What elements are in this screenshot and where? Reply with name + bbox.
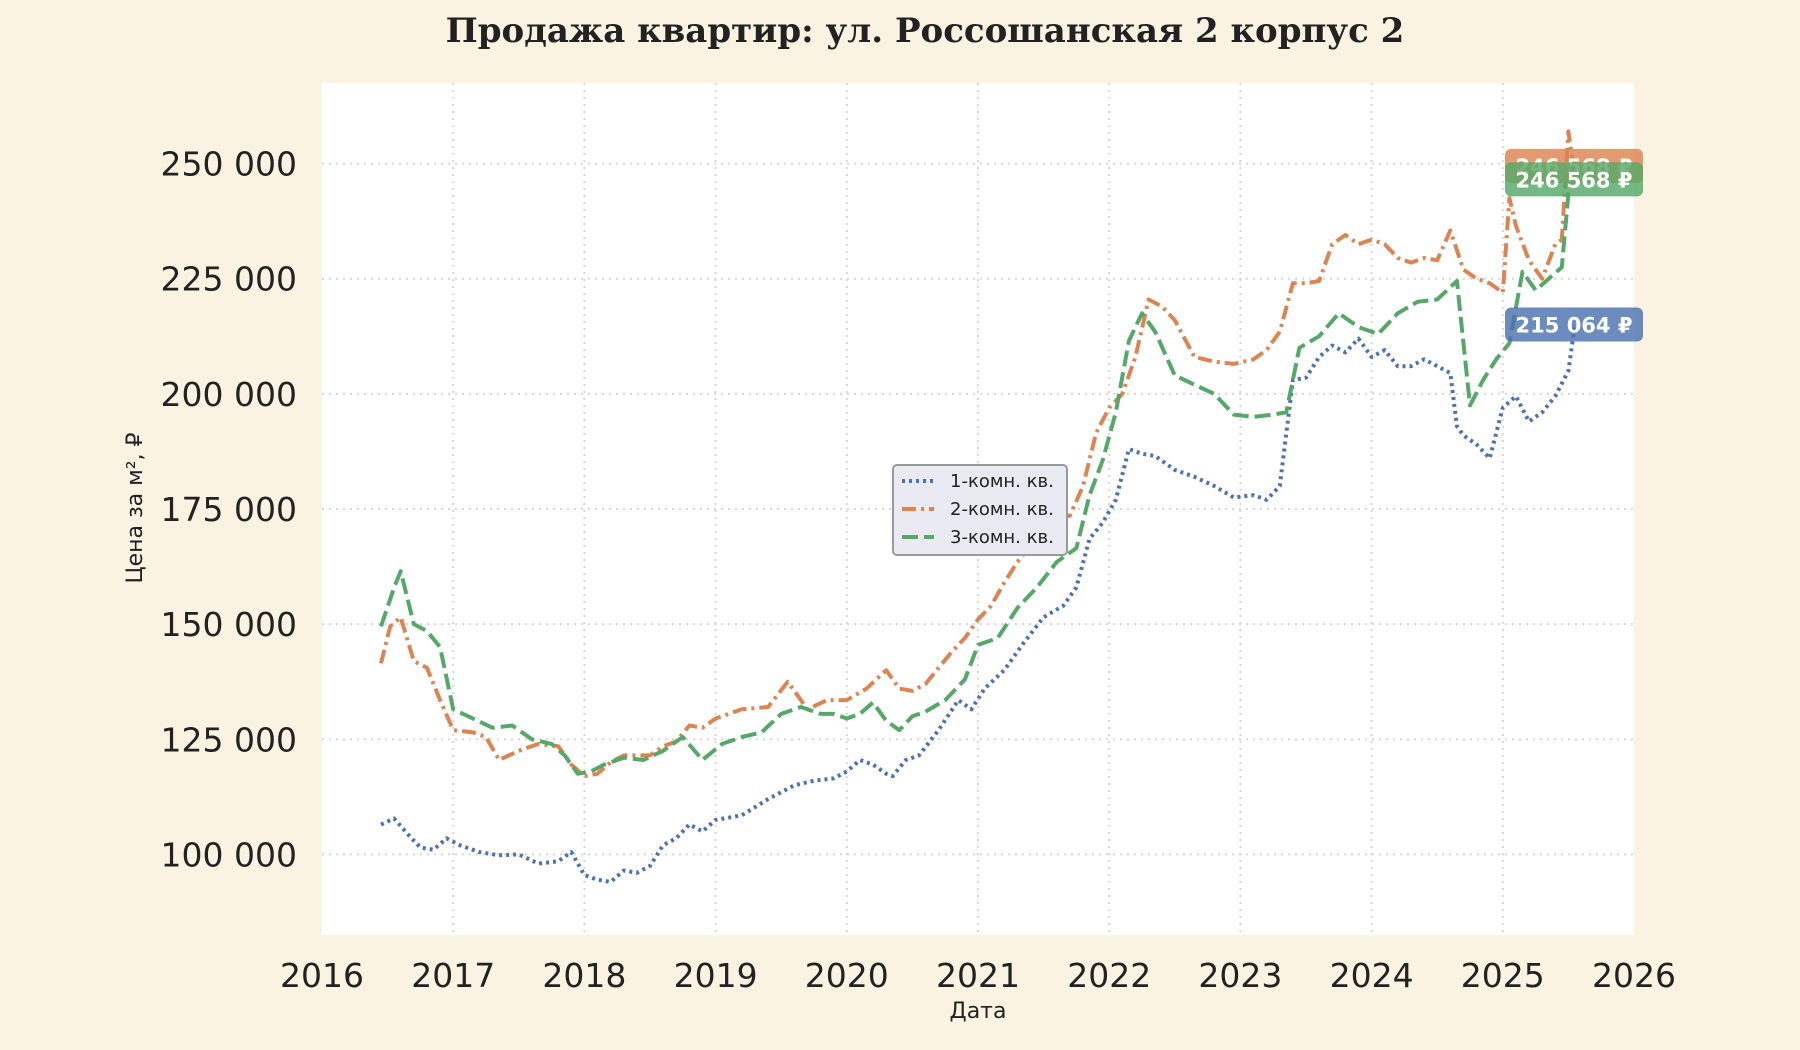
- legend-entry: 1-комн. кв.: [950, 471, 1054, 492]
- x-axis-label: Дата: [950, 999, 1007, 1024]
- y-axis-ticks: 100 000 125 000 150 000 175 000 200 000 225 0…: [161, 145, 297, 875]
- x-tick-label: 2026: [1592, 956, 1676, 995]
- y-tick-label: 225 000: [161, 260, 297, 299]
- x-tick-label: 2024: [1330, 956, 1414, 995]
- y-tick-label: 250 000: [161, 145, 297, 184]
- y-tick-label: 125 000: [161, 720, 297, 759]
- badge-label: 246 568 ₽: [1516, 168, 1633, 192]
- y-axis-label: Цена за м², ₽: [123, 432, 148, 583]
- legend-entry: 3-комн. кв.: [950, 527, 1054, 548]
- value-badge: 215 064 ₽: [1505, 307, 1643, 341]
- y-tick-label: 100 000: [161, 835, 297, 874]
- y-tick-label: 200 000: [161, 375, 297, 414]
- y-tick-label: 175 000: [161, 490, 297, 529]
- x-tick-label: 2017: [411, 956, 495, 995]
- x-tick-label: 2020: [805, 956, 889, 995]
- x-tick-label: 2019: [674, 956, 758, 995]
- x-tick-label: 2018: [542, 956, 626, 995]
- x-axis-ticks: 2016 2017 2018 2019 2020 2021 2022 2023 2024 2025…: [280, 956, 1676, 995]
- y-tick-label: 150 000: [161, 605, 297, 644]
- value-badge: 246 568 ₽: [1505, 162, 1643, 196]
- x-tick-label: 2023: [1198, 956, 1282, 995]
- x-tick-label: 2016: [280, 956, 364, 995]
- x-tick-label: 2022: [1067, 956, 1151, 995]
- badge-label: 215 064 ₽: [1516, 313, 1633, 337]
- legend-entry: 2-комн. кв.: [950, 499, 1054, 520]
- x-tick-label: 2021: [936, 956, 1020, 995]
- legend: 1-комн. кв. 2-комн. кв. 3-комн. кв.: [893, 465, 1067, 555]
- chart-title: Продажа квартир: ул. Россошанская 2 корп…: [446, 11, 1405, 51]
- x-tick-label: 2025: [1461, 956, 1545, 995]
